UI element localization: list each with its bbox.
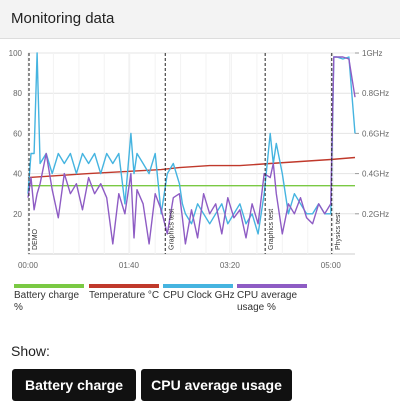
header: Monitoring data: [0, 0, 400, 39]
y-left-tick-label: 40: [13, 170, 22, 179]
legend-swatch-temperature: [89, 284, 159, 288]
x-tick-label: 00:00: [18, 261, 39, 270]
legend-label-battery: Battery charge %: [14, 290, 80, 313]
y-left-tick-label: 100: [9, 49, 23, 58]
x-tick-label: 01:40: [119, 261, 140, 270]
monitoring-chart: 20 40 60 80 100 0.2GHz 0.4GHz 0.6GHz 0.8GHz 1GHz 0…: [0, 39, 400, 279]
legend-swatch-cpu-clock: [163, 284, 233, 288]
y-right-tick-label: 0.2GHz: [362, 210, 389, 219]
legend-swatch-cpu-usage: [237, 284, 307, 288]
y-right-tick-label: 0.4GHz: [362, 170, 389, 179]
cpu-usage-button[interactable]: CPU average usage: [141, 369, 292, 401]
battery-charge-button[interactable]: Battery charge: [12, 369, 136, 401]
y-right-tick-label: 0.8GHz: [362, 89, 389, 98]
test-marker-label: DEMO: [32, 228, 39, 250]
chart-svg: 20 40 60 80 100 0.2GHz 0.4GHz 0.6GHz 0.8GHz 1GHz 0…: [9, 49, 389, 270]
y-right-tick-label: 1GHz: [362, 49, 382, 58]
legend-label-cpu-clock: CPU Clock GHz: [163, 290, 235, 301]
series-line-2: [27, 52, 356, 235]
series-line-1: [27, 156, 356, 179]
show-label: Show:: [11, 343, 50, 359]
page-title: Monitoring data: [11, 10, 115, 27]
legend-swatch-battery: [14, 284, 84, 288]
y-left-tick-label: 20: [13, 210, 22, 219]
test-marker-label: Graphics test: [268, 209, 275, 250]
chart-legend: Battery charge % Temperature °C CPU Cloc…: [0, 284, 400, 324]
legend-label-cpu-usage: CPU average usage %: [237, 290, 298, 313]
y-left-tick-label: 80: [13, 89, 22, 98]
test-marker-label: Physics test: [335, 213, 342, 250]
y-right-tick-label: 0.6GHz: [362, 129, 389, 138]
y-left-tick-label: 60: [13, 129, 22, 138]
series-line-3: [27, 56, 356, 245]
x-tick-label: 03:20: [220, 261, 241, 270]
legend-label-temperature: Temperature °C: [89, 290, 160, 301]
x-tick-label: 05:00: [321, 261, 342, 270]
test-marker-label: Graphics test: [168, 209, 175, 250]
